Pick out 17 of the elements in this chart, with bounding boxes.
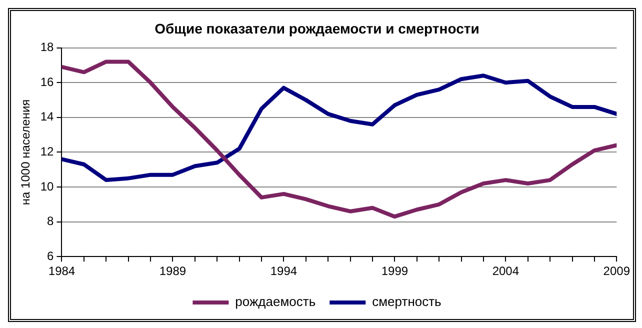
y-tick-label: 16	[40, 74, 54, 89]
y-tick-label: 8	[47, 214, 54, 228]
legend-label: смертность	[372, 294, 442, 310]
x-tick-label: 1994	[270, 264, 298, 278]
x-tick-label: 1984	[48, 264, 76, 278]
y-axis-title: на 1000 населения	[18, 99, 33, 206]
x-tick-label: 1989	[159, 264, 186, 278]
y-tick-label: 10	[40, 179, 54, 194]
x-tick-label: 2004	[492, 264, 520, 278]
y-tick-label: 18	[40, 40, 54, 54]
y-tick-label: 12	[40, 144, 54, 159]
chart-title: Общие показатели рождаемости и смертности	[154, 20, 480, 36]
legend-label: рождаемость	[235, 294, 316, 310]
y-tick-label: 6	[47, 248, 54, 263]
x-tick-label: 2009	[603, 264, 630, 278]
x-tick-label: 1999	[381, 264, 408, 278]
y-tick-label: 14	[40, 110, 54, 124]
